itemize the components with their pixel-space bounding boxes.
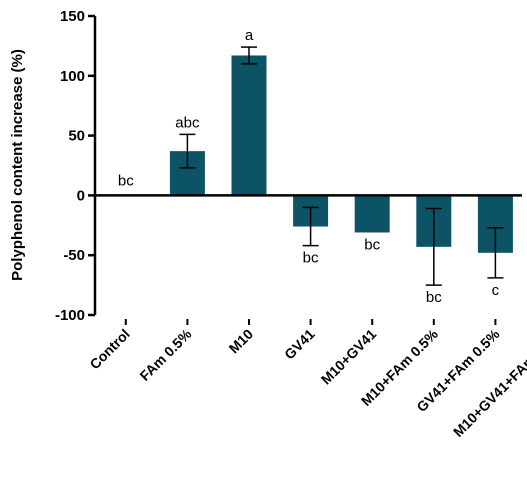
bar <box>354 195 390 233</box>
significance-label: bc <box>118 172 134 189</box>
bar <box>231 55 267 196</box>
y-tick-label: 50 <box>68 128 85 145</box>
y-tick-label: 150 <box>60 8 85 25</box>
y-tick-label: -100 <box>55 307 85 324</box>
significance-label: bc <box>426 289 442 306</box>
significance-label: bc <box>364 236 380 253</box>
x-tick-label: FAm 0.5% <box>136 325 194 383</box>
x-tick-label: M10 <box>226 326 257 357</box>
x-tick-label: M10+GV41 <box>318 326 380 388</box>
bars <box>169 55 513 253</box>
significance-label: bc <box>303 250 319 267</box>
y-tick-label: -50 <box>63 247 85 264</box>
error-bars <box>179 46 504 286</box>
y-axis-title: Polyphenol content increase (%) <box>9 49 26 281</box>
significance-labels: bcabcabcbcbccab <box>118 27 500 306</box>
x-tick-label: Control <box>86 326 133 373</box>
significance-label: c <box>492 282 500 299</box>
x-tick-label: GV41 <box>281 326 318 363</box>
y-axis: 150 100 50 0 -50 -100 <box>55 8 97 324</box>
significance-label: a <box>245 27 254 44</box>
significance-label: abc <box>175 114 200 131</box>
y-tick-label: 100 <box>60 68 85 85</box>
y-tick-label: 0 <box>77 187 85 204</box>
